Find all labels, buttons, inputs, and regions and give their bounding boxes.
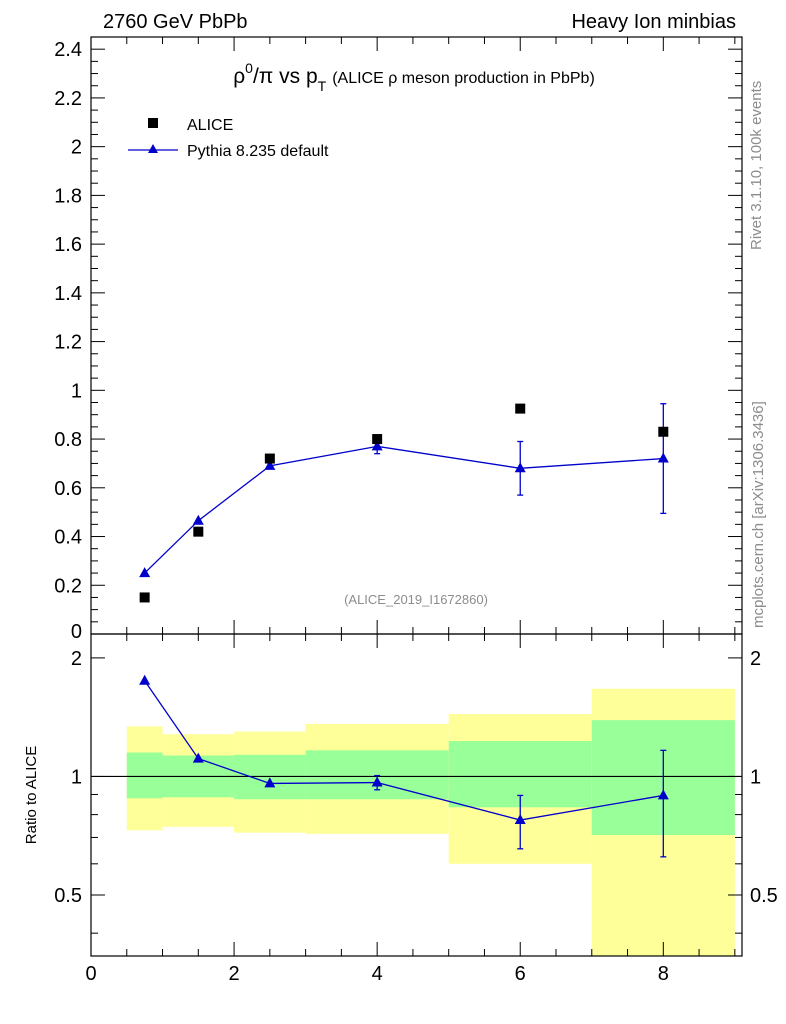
x-tick-label: 6 xyxy=(515,963,526,985)
pythia-line xyxy=(144,445,664,574)
legend-pythia-label: Pythia 8.235 default xyxy=(187,143,329,160)
alice-point xyxy=(139,592,150,603)
analysis-id-label: (ALICE_2019_I1672860) xyxy=(344,592,488,607)
pythia-point xyxy=(657,452,669,463)
ratio-y-tick-label: 0.5 xyxy=(54,885,82,907)
title-sup: 0 xyxy=(245,60,253,76)
main-y-tick-label: 0.8 xyxy=(54,429,82,451)
main-y-tick-label: 1.6 xyxy=(54,234,82,256)
alice-point xyxy=(515,403,526,414)
legend: ALICE Pythia 8.235 default xyxy=(128,117,329,160)
x-tick-label: 4 xyxy=(372,963,383,985)
ratio-y-tick-label-right: 0.5 xyxy=(750,885,778,907)
legend-alice-label: ALICE xyxy=(187,117,233,134)
ratio-y-tick-label: 1 xyxy=(71,766,82,788)
header-right-label: Heavy Ion minbias xyxy=(571,11,736,33)
ratio-y-tick-label-right: 2 xyxy=(750,648,761,670)
main-y-zero-label: 0 xyxy=(71,621,82,643)
main-y-tick-label: 0.4 xyxy=(54,527,82,549)
pythia-point xyxy=(264,459,276,470)
alice-point xyxy=(193,526,204,537)
title-rho: ρ xyxy=(233,65,245,88)
title-sub: T xyxy=(318,78,327,94)
pythia-point xyxy=(371,440,383,451)
main-y-tick-label: 1.4 xyxy=(54,283,82,305)
ratio-pythia-point xyxy=(192,752,204,763)
main-y-tick-label: 2.2 xyxy=(54,88,82,110)
x-tick-label: 8 xyxy=(658,963,669,985)
ratio-pythia-point xyxy=(371,776,383,787)
ratio-band-inner-3 xyxy=(305,750,449,800)
alice-point xyxy=(658,426,669,437)
ratio-y-tick-label: 2 xyxy=(71,648,82,670)
header-left-label: 2760 GeV PbPb xyxy=(103,11,248,33)
main-y-tick-label: 2.4 xyxy=(54,39,82,61)
pythia-point xyxy=(192,514,204,525)
title-detail: (ALICE ρ meson production in PbPb) xyxy=(332,70,595,87)
main-y-tick-label: 1 xyxy=(71,380,82,402)
ratio-plot-frame xyxy=(90,633,743,957)
chart-title: ρ0/π vs pT (ALICE ρ meson production in P… xyxy=(233,60,595,94)
pythia-point xyxy=(139,567,151,578)
x-tick-label: 2 xyxy=(229,963,240,985)
ratio-pythia-point xyxy=(514,814,526,825)
ratio-pythia-point xyxy=(264,777,276,788)
main-y-tick-label: 1.2 xyxy=(54,332,82,354)
legend-alice-marker xyxy=(148,118,158,128)
ratio-pythia-point xyxy=(657,789,669,800)
x-tick-label: 0 xyxy=(85,963,96,985)
main-y-tick-label: 0.6 xyxy=(54,478,82,500)
ratio-pythia-point xyxy=(139,674,151,685)
ratio-y-axis-label: Ratio to ALICE xyxy=(23,746,40,844)
title-over-pi: /π vs p xyxy=(253,65,318,88)
legend-pythia-marker xyxy=(148,144,158,153)
main-y-tick-label: 0.2 xyxy=(54,575,82,597)
ratio-y-tick-label-right: 1 xyxy=(750,766,761,788)
ratio-band-inner-0 xyxy=(126,752,163,799)
mcplots-label: mcplots.cern.ch [arXiv:1306.3436] xyxy=(750,401,767,628)
ratio-pythia-line xyxy=(144,680,664,821)
alice-point xyxy=(372,434,383,445)
rivet-label: Rivet 3.1.10, 100k events xyxy=(748,81,765,250)
main-y-tick-label: 2 xyxy=(71,137,82,159)
pythia-point xyxy=(514,462,526,473)
main-y-tick-label: 1.8 xyxy=(54,185,82,207)
alice-point xyxy=(264,453,275,464)
